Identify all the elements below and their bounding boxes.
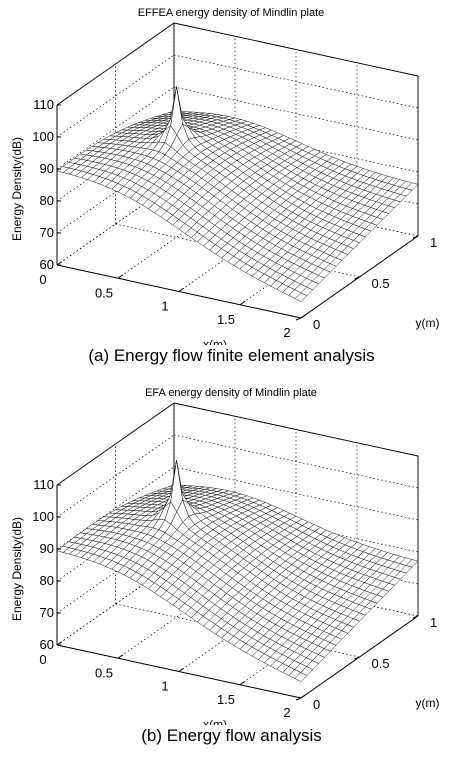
x-tick-label: 0.5 (95, 665, 113, 680)
y-tick (295, 697, 302, 701)
x-tick-label: 1 (161, 299, 168, 314)
grid-line (173, 86, 419, 141)
z-tick-label: 90 (40, 161, 54, 176)
x-tick (117, 654, 123, 659)
z-tick-label: 90 (40, 541, 54, 556)
grid-line (173, 54, 419, 109)
z-tick-label: 110 (33, 477, 54, 492)
y-tick-label: 1 (430, 615, 437, 630)
x-tick (56, 261, 62, 266)
y-tick-label: 0.5 (372, 656, 390, 671)
y-tick (295, 317, 302, 321)
x-tick (239, 301, 245, 306)
y-tick (354, 276, 360, 280)
z-tick-label: 80 (40, 193, 54, 208)
chart-panel-a: EFFEA energy density of Mindlin plate 60 7… (10, 7, 440, 365)
z-tick-label: 70 (40, 605, 54, 620)
caption-b: (b) Energy flow analysis (141, 726, 322, 745)
z-tick-label: 60 (40, 637, 54, 652)
x-tick (178, 667, 184, 672)
x-tick (178, 287, 184, 292)
caption-a: (a) Energy flow finite element analysis (88, 346, 375, 365)
y-tick-label: 1 (430, 235, 437, 250)
y-axis-label: y(m) (416, 696, 440, 710)
chart-title: EFFEA energy density of Mindlin plate (138, 7, 324, 19)
z-tick-label: 100 (32, 129, 54, 144)
box-edge (173, 22, 419, 77)
z-axis-label: Energy Density(dB) (10, 137, 24, 241)
grid-line (173, 466, 419, 521)
chart-title: EFA energy density of Mindlin plate (145, 387, 317, 399)
x-axis-label: x(m) (203, 338, 227, 346)
z-tick-label: 80 (40, 573, 54, 588)
x-axis-label: x(m) (203, 718, 227, 726)
y-tick-label: 0 (313, 697, 320, 712)
box-edge (56, 402, 175, 486)
x-tick (56, 641, 62, 646)
x-tick-label: 2 (283, 325, 290, 340)
x-tick-label: 1.5 (217, 312, 235, 327)
x-tick-label: 0.5 (95, 285, 113, 300)
x-tick-label: 0 (39, 652, 46, 667)
x-tick (117, 274, 123, 279)
grid-line (173, 434, 419, 489)
y-tick (354, 656, 360, 660)
y-tick-label: 0 (313, 317, 320, 332)
z-tick-label: 100 (32, 509, 54, 524)
z-tick-label: 70 (40, 225, 54, 240)
z-tick-label: 60 (40, 257, 54, 272)
z-tick-label: 110 (33, 97, 54, 112)
box-edge (56, 22, 175, 106)
chart-panel-b: EFA energy density of Mindlin plate 60 70 8… (0, 380, 463, 760)
x-tick-label: 1 (161, 679, 168, 694)
x-tick-label: 0 (39, 272, 46, 287)
y-axis-label: y(m) (416, 316, 440, 330)
x-tick (300, 694, 306, 699)
surface-mesh (56, 460, 419, 682)
x-tick-label: 2 (283, 705, 290, 720)
y-tick (412, 235, 419, 239)
y-tick-label: 0.5 (372, 276, 390, 291)
surface-plot-b: EFA energy density of Mindlin plate 60 70 8… (10, 387, 440, 726)
surface-mesh (56, 86, 419, 302)
x-tick-label: 1.5 (217, 692, 235, 707)
surface-cell (294, 292, 308, 302)
box-edge (173, 402, 419, 457)
y-tick (412, 615, 419, 619)
surface-plot-a: EFFEA energy density of Mindlin plate 60 7… (10, 7, 440, 346)
surface-cell (294, 672, 308, 682)
z-axis-label: Energy Density(dB) (10, 517, 24, 621)
x-tick (239, 681, 245, 686)
x-tick (300, 314, 306, 319)
